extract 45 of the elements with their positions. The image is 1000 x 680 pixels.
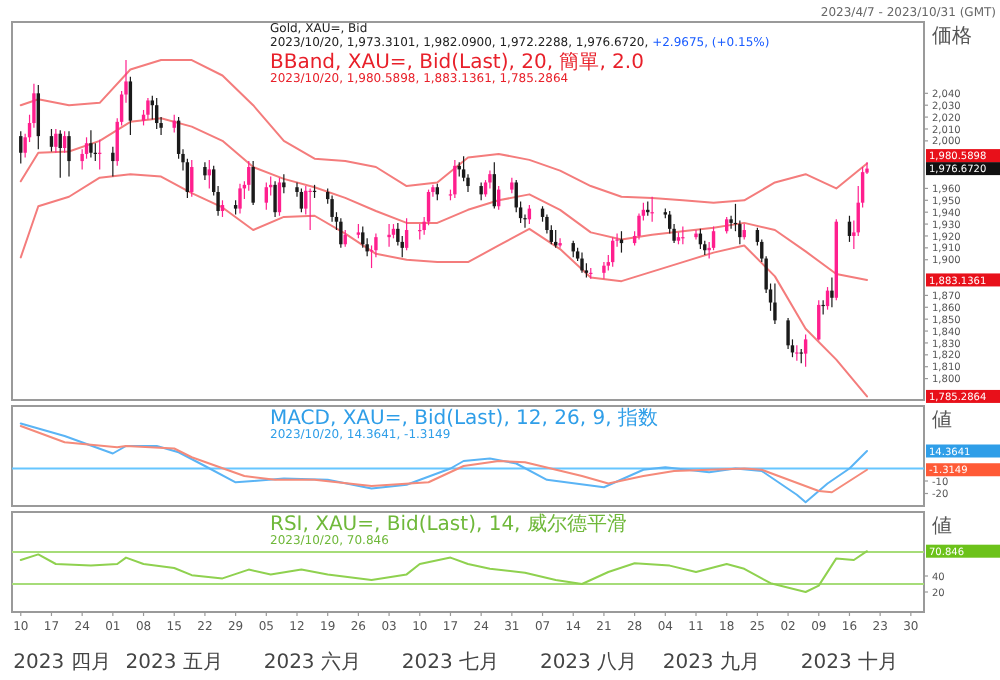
candlestick (62, 130, 67, 154)
candlestick (773, 282, 777, 325)
candlestick (830, 276, 834, 308)
candlestick (251, 160, 255, 206)
candlestick (580, 252, 584, 274)
candlestick (203, 161, 207, 181)
candlestick (49, 128, 54, 153)
candlestick (54, 128, 58, 154)
candlestick (330, 194, 334, 223)
text: 2023 六月 (263, 650, 361, 674)
candlestick (273, 180, 277, 218)
candlestick (128, 76, 133, 136)
y-axis-title: 値 (932, 514, 952, 538)
candlestick (111, 146, 115, 178)
text: 2023 四月 (13, 652, 111, 674)
annotation: RSI, XAU=, Bid(Last), 14, 威尔德平滑 (270, 512, 627, 536)
text: 2023 五月 (125, 652, 223, 674)
candlestick (786, 317, 790, 350)
text: 2023 七月 (401, 650, 500, 674)
candlestick (803, 334, 808, 368)
candlestick (282, 173, 286, 194)
candlestick (238, 183, 242, 214)
text: 2023 十月 (800, 650, 899, 674)
annotation: BBand, XAU=, Bid(Last), 20, 簡單, 2.0 (270, 50, 644, 74)
candlestick (602, 261, 606, 280)
candlestick (264, 181, 269, 211)
candlestick (650, 196, 654, 223)
candlestick (339, 217, 343, 249)
annotation: MACD, XAU=, Bid(Last), 12, 26, 9, 指数 (270, 406, 658, 430)
candlestick (558, 237, 562, 249)
candlestick (361, 225, 365, 249)
candlestick (89, 129, 93, 159)
y-axis-title: 値 (932, 408, 952, 432)
candlestick (308, 187, 312, 231)
candlestick (146, 97, 150, 121)
line-series (19, 550, 868, 593)
candlestick (150, 95, 155, 121)
y-axis-title: 価格 (932, 24, 972, 48)
candlestick (387, 223, 391, 248)
candlestick (67, 130, 71, 178)
text: 2023 八月 (539, 652, 638, 674)
candlestick (453, 159, 457, 199)
candlestick (694, 229, 698, 241)
text: 2023 九月 (662, 650, 760, 674)
candlestick (207, 159, 212, 190)
